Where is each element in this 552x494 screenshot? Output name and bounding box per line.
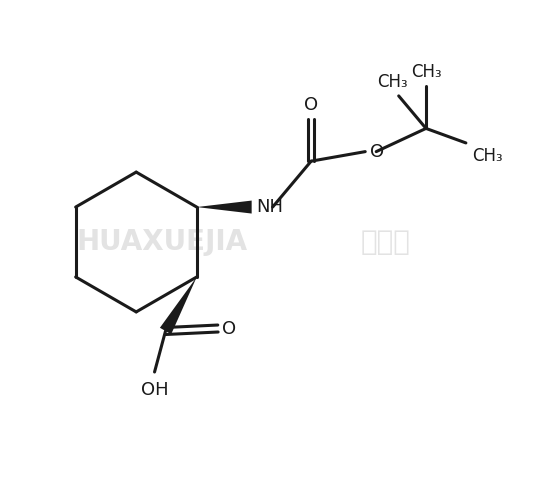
Polygon shape [197, 201, 252, 213]
Text: CH₃: CH₃ [411, 63, 441, 81]
Polygon shape [160, 277, 197, 334]
Text: CH₃: CH₃ [378, 73, 408, 91]
Text: OH: OH [141, 381, 168, 399]
Text: O: O [370, 143, 384, 161]
Text: O: O [222, 320, 237, 337]
Text: CH₃: CH₃ [472, 147, 502, 165]
Text: O: O [304, 96, 318, 114]
Text: NH: NH [257, 198, 284, 216]
Text: 化学加: 化学加 [361, 228, 411, 256]
Text: HUAXUEJIA: HUAXUEJIA [76, 228, 247, 256]
